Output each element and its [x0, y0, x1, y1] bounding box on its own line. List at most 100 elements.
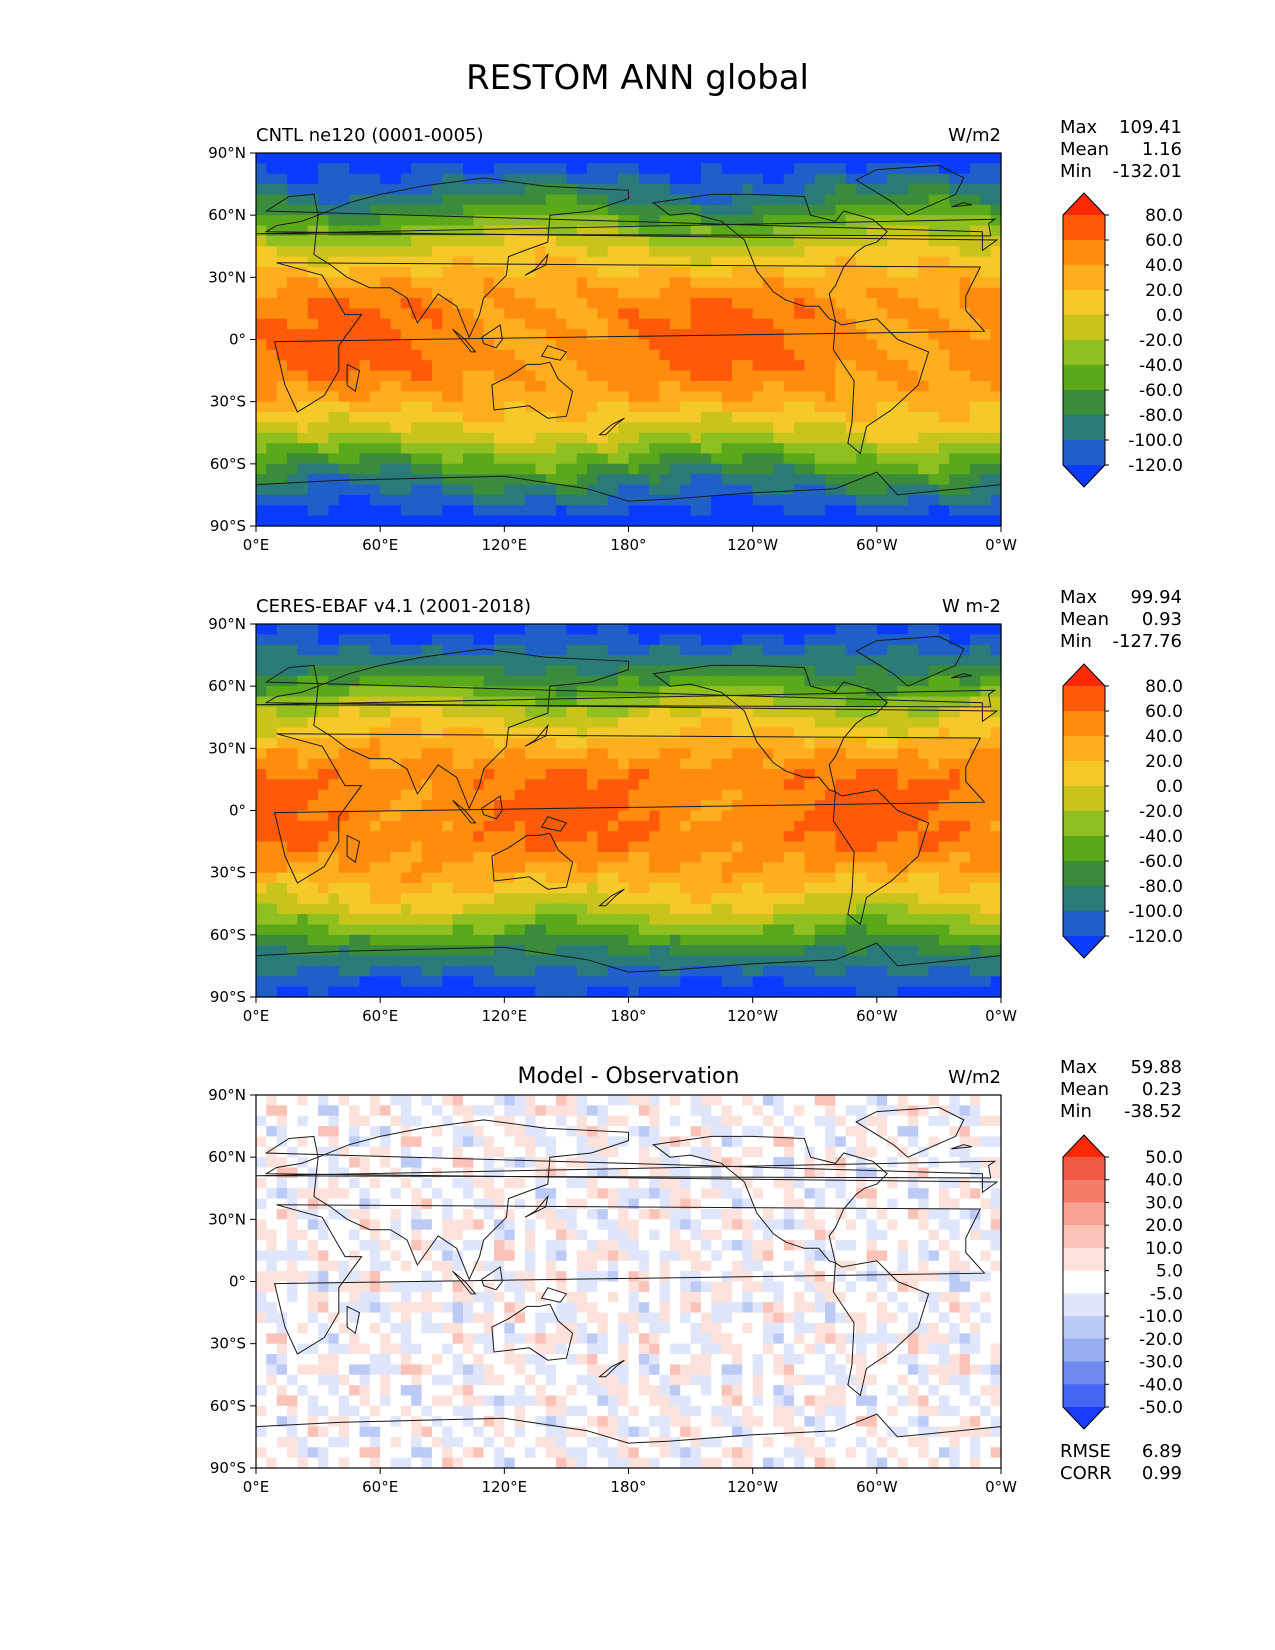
map-cell	[349, 820, 361, 832]
map-cell	[359, 505, 371, 517]
map-cell	[638, 634, 650, 646]
map-cell	[628, 893, 640, 905]
map-cell	[328, 266, 340, 278]
map-cell	[411, 329, 423, 341]
map-cell	[390, 432, 402, 444]
map-cell	[493, 308, 505, 320]
map-cell	[835, 779, 847, 791]
map-cell	[876, 800, 888, 812]
map-cell	[649, 737, 661, 749]
map-cell	[628, 443, 640, 455]
map-cell	[876, 820, 888, 832]
map-cell	[876, 246, 888, 258]
map-cell	[607, 329, 619, 341]
map-cell	[928, 737, 940, 749]
map-cell	[794, 872, 806, 884]
map-cell	[276, 422, 288, 434]
map-cell	[297, 862, 309, 874]
map-cell	[763, 727, 774, 739]
map-cell	[556, 624, 568, 635]
map-cell	[742, 277, 754, 289]
map-cell	[307, 443, 319, 455]
map-cell	[411, 655, 423, 667]
map-cell	[763, 194, 774, 206]
map-cell	[369, 422, 381, 434]
map-cell	[576, 515, 588, 527]
map-cell	[835, 717, 847, 729]
map-cell	[369, 215, 381, 227]
map-cell	[390, 184, 402, 196]
map-cell	[794, 914, 806, 926]
map-cell	[690, 204, 702, 216]
map-cell	[597, 717, 609, 729]
map-cell	[607, 173, 619, 185]
map-cell	[576, 215, 588, 227]
map-cell	[866, 665, 878, 677]
map-cell	[349, 277, 361, 289]
map-cell	[949, 308, 961, 320]
map-cell	[835, 665, 847, 677]
map-cell	[545, 634, 557, 646]
map-cell	[442, 903, 454, 915]
map-cell	[690, 624, 702, 635]
map-cell	[369, 380, 381, 392]
map-cell	[369, 893, 381, 905]
map-cell	[814, 453, 826, 465]
map-cell	[711, 893, 723, 905]
map-cell	[483, 820, 495, 832]
map-cell	[421, 686, 433, 698]
map-cell	[576, 194, 588, 206]
map-cell	[556, 401, 568, 413]
map-cell	[276, 474, 288, 486]
map-cell	[400, 432, 412, 444]
map-cell	[980, 717, 992, 729]
map-cell	[804, 184, 816, 196]
map-cell	[887, 173, 899, 185]
map-cell	[431, 748, 443, 760]
map-cell	[690, 153, 702, 164]
map-cell	[731, 696, 743, 708]
map-cell	[680, 474, 692, 486]
map-cell	[545, 235, 557, 247]
map-cell	[845, 706, 857, 718]
map-cell	[359, 903, 371, 915]
map-cell	[587, 235, 599, 247]
map-cell	[742, 484, 754, 496]
map-cell	[452, 184, 464, 196]
map-cell	[338, 360, 350, 372]
map-cell	[607, 453, 619, 465]
map-cell	[390, 851, 402, 863]
map-cell	[856, 329, 868, 341]
map-cell	[256, 800, 267, 812]
map-cell	[969, 945, 981, 957]
map-cell	[804, 727, 816, 739]
map-cell	[783, 748, 795, 760]
map-cell	[690, 453, 702, 465]
map-cell	[287, 318, 298, 330]
map-cell	[742, 644, 754, 656]
map-cell	[638, 215, 650, 227]
map-cell	[607, 339, 619, 351]
map-cell	[493, 769, 505, 781]
map-cell	[918, 432, 930, 444]
map-cell	[700, 893, 712, 905]
map-cell	[752, 727, 764, 739]
map-cell	[338, 851, 350, 863]
map-cell	[814, 914, 826, 926]
map-cell	[783, 696, 795, 708]
map-cell	[731, 194, 743, 206]
map-cell	[318, 737, 330, 749]
map-cell	[287, 655, 298, 667]
map-cell	[287, 484, 298, 496]
map-cell	[535, 360, 547, 372]
map-cell	[990, 484, 1002, 496]
map-cell	[711, 308, 723, 320]
map-cell	[535, 903, 547, 915]
colorbar-segment	[1063, 390, 1105, 416]
map-cell	[969, 769, 981, 781]
map-cell	[421, 298, 433, 310]
map-cell	[897, 194, 909, 206]
map-cell	[545, 748, 557, 760]
map-cell	[783, 391, 795, 403]
map-cell	[369, 163, 381, 175]
